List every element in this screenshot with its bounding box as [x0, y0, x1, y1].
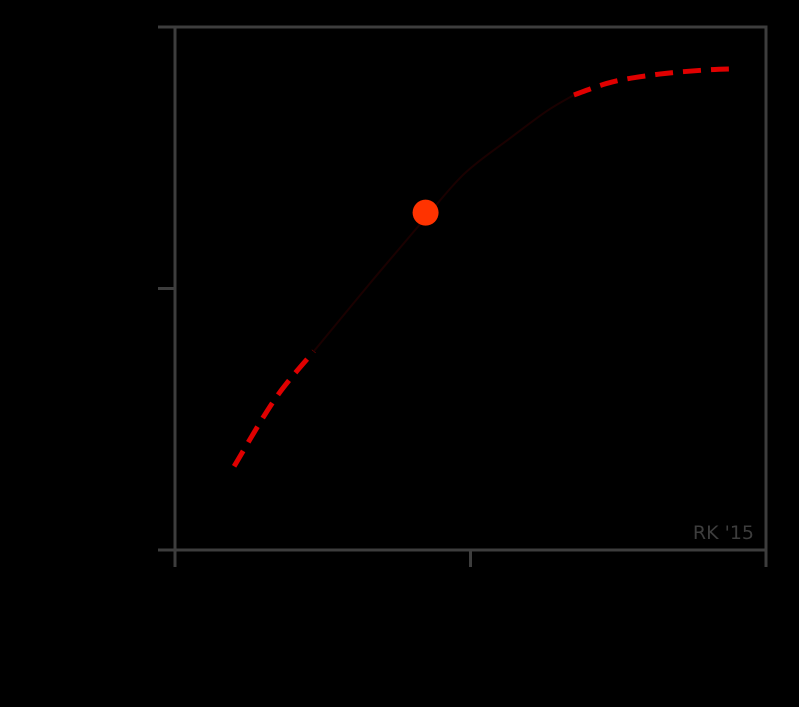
series-lines: [231, 66, 734, 468]
series-dashed-line: [231, 349, 316, 468]
series-dashed-line: [573, 66, 734, 98]
data-point-marker: [412, 199, 439, 226]
data-points: [412, 199, 439, 226]
axis-ticks: [158, 25, 768, 567]
series-solid-line: [313, 94, 575, 352]
watermark-text: RK '15: [693, 522, 754, 544]
